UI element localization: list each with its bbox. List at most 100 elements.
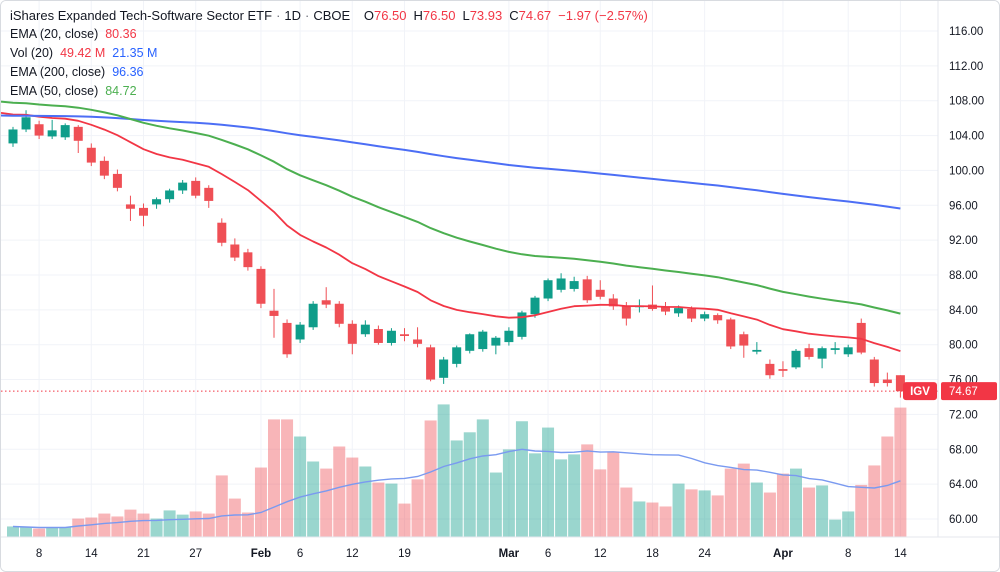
price-axis-label: 96.00 bbox=[949, 200, 978, 212]
candle-body bbox=[73, 126, 83, 141]
volume-bar bbox=[359, 466, 372, 538]
volume-bar bbox=[763, 492, 776, 538]
volume-bar bbox=[502, 449, 515, 538]
candle bbox=[386, 328, 396, 346]
time-axis-label: 8 bbox=[36, 548, 42, 560]
indicator-row[interactable]: EMA (200, close) 96.36 bbox=[10, 63, 648, 82]
volume-bar bbox=[829, 519, 842, 538]
price-axis-label: 108.00 bbox=[949, 96, 984, 108]
indicator-row[interactable]: EMA (50, close) 84.72 bbox=[10, 82, 648, 101]
volume-bar bbox=[816, 485, 829, 538]
time-axis-label: 19 bbox=[398, 548, 411, 560]
candle-body bbox=[230, 244, 240, 258]
candle-body bbox=[700, 314, 710, 319]
volume-bar bbox=[228, 498, 241, 538]
volume-bar bbox=[803, 487, 816, 538]
volume-bar bbox=[20, 527, 33, 538]
candle bbox=[830, 342, 840, 355]
candle bbox=[426, 344, 436, 382]
separator-dot: · bbox=[305, 8, 310, 23]
candle-body bbox=[478, 331, 488, 350]
volume-bar bbox=[372, 482, 385, 538]
candle-body bbox=[112, 173, 122, 188]
candle bbox=[47, 119, 57, 140]
indicator-value: 49.42 M bbox=[60, 46, 106, 60]
volume-bar bbox=[672, 483, 685, 538]
last-price-axis-text: 74.67 bbox=[949, 386, 978, 398]
indicator-value: 96.36 bbox=[112, 65, 144, 79]
candle bbox=[99, 156, 109, 180]
candle-body bbox=[882, 379, 892, 384]
indicator-label: EMA (20, close) bbox=[10, 27, 99, 41]
volume-bar bbox=[215, 475, 228, 538]
volume-bar bbox=[294, 436, 307, 538]
candle bbox=[582, 275, 592, 303]
indicator-row[interactable]: EMA (20, close) 80.36 bbox=[10, 25, 648, 44]
candle-body bbox=[386, 330, 396, 343]
candle-body bbox=[465, 334, 475, 351]
change-value: −1.97 (−2.57%) bbox=[558, 8, 648, 23]
candle bbox=[373, 325, 383, 345]
candle-body bbox=[334, 303, 344, 324]
time-axis[interactable]: 8 14 21 27 Feb 6 12 19 Mar 6 12 18 24 Apr 8 14 bbox=[1, 536, 1000, 560]
volume-bar bbox=[268, 419, 280, 538]
candle bbox=[295, 322, 305, 343]
time-axis-label: 14 bbox=[85, 548, 98, 560]
candle-body bbox=[400, 334, 409, 336]
volume-bar bbox=[894, 407, 907, 538]
candle bbox=[791, 349, 801, 370]
volume-bar bbox=[437, 404, 450, 538]
low-value: L73.93 bbox=[462, 8, 503, 23]
volume-bar bbox=[881, 436, 894, 538]
candle-body bbox=[582, 279, 592, 301]
candle bbox=[608, 294, 618, 310]
symbol-title-row[interactable]: iShares Expanded Tech-Software Sector ET… bbox=[10, 6, 648, 25]
candle bbox=[856, 318, 866, 355]
candle bbox=[895, 375, 905, 398]
candle-body bbox=[47, 130, 57, 137]
candle bbox=[321, 287, 331, 309]
ema-20-line bbox=[1, 112, 901, 352]
candle-body bbox=[413, 339, 423, 344]
candle-body bbox=[86, 147, 96, 163]
candle bbox=[112, 169, 122, 192]
candle bbox=[491, 335, 501, 355]
time-axis-label: 27 bbox=[189, 548, 202, 560]
indicator-value: 80.36 bbox=[105, 27, 137, 41]
volume-bar bbox=[555, 459, 568, 538]
symbol-description: iShares Expanded Tech-Software Sector ET… bbox=[10, 8, 273, 23]
candle bbox=[739, 331, 749, 358]
time-axis-label: Feb bbox=[251, 548, 271, 560]
volume-bar bbox=[620, 487, 633, 538]
candle-body bbox=[543, 280, 553, 299]
candle bbox=[243, 248, 253, 271]
candle-body bbox=[791, 350, 801, 368]
last-price-symbol-badge: IGV bbox=[903, 382, 937, 401]
volume-bar bbox=[607, 451, 620, 538]
candle-body bbox=[243, 252, 253, 268]
volume-bar bbox=[150, 518, 163, 538]
volume-bar bbox=[346, 457, 359, 538]
candle bbox=[530, 295, 540, 318]
volume-bar bbox=[411, 479, 424, 538]
indicator-label: EMA (200, close) bbox=[10, 65, 106, 79]
candle bbox=[752, 342, 762, 355]
candle bbox=[139, 203, 148, 227]
time-axis-label: 6 bbox=[545, 548, 551, 560]
price-axis[interactable]: 116.00 112.00 108.00 104.00 100.00 96.00 92.00… bbox=[937, 1, 997, 537]
candle-body bbox=[556, 278, 566, 290]
candle-body bbox=[661, 306, 670, 312]
volume-bar bbox=[189, 511, 202, 538]
candle bbox=[217, 218, 227, 247]
volume-bar bbox=[463, 432, 476, 538]
indicator-label: EMA (50, close) bbox=[10, 84, 99, 98]
candle bbox=[269, 288, 279, 338]
indicator-row[interactable]: Vol (20) 49.42 M 21.35 M bbox=[10, 44, 648, 63]
candle bbox=[439, 356, 449, 384]
candle bbox=[152, 197, 162, 209]
price-axis-label: 112.00 bbox=[949, 61, 983, 73]
time-axis-label: 21 bbox=[137, 548, 150, 560]
volume-bar bbox=[385, 483, 398, 538]
volume-bar bbox=[46, 527, 59, 538]
